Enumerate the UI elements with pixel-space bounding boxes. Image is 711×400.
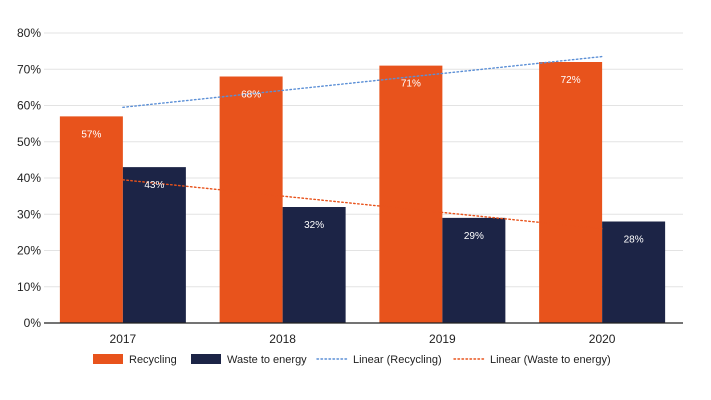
data-label: 28%: [624, 235, 644, 246]
legend-label: Waste to energy: [227, 354, 307, 366]
data-label: 68%: [241, 90, 261, 101]
data-labels: 57% 43% 68% 32% 71% 29% 72% 28%: [81, 75, 643, 246]
legend-linear-recycling: Linear (Recycling): [316, 354, 442, 366]
waste-to-energy-bar: [122, 167, 186, 323]
data-label: 72%: [561, 75, 581, 86]
recycling-bar: [59, 116, 123, 323]
bars: [59, 62, 666, 323]
trendlines: [122, 55, 603, 230]
recycling-bar: [379, 65, 443, 323]
y-axis-ticks: 0% 10% 20% 30% 40% 50% 60% 70% 80%: [17, 26, 41, 330]
recycling-bar: [219, 76, 283, 323]
y-tick-label: 40%: [17, 171, 41, 185]
waste-to-energy-bar: [442, 217, 506, 323]
y-tick-label: 80%: [17, 26, 41, 40]
data-label: 29%: [464, 231, 484, 242]
y-tick-label: 10%: [17, 280, 41, 294]
waste-to-energy-bar: [602, 221, 666, 323]
x-axis-ticks: 2017 2018 2019 2020: [110, 332, 616, 346]
y-tick-label: 30%: [17, 207, 41, 221]
y-tick-label: 20%: [17, 244, 41, 258]
x-tick-label: 2017: [110, 332, 137, 346]
data-label: 43%: [144, 180, 164, 191]
data-label: 71%: [401, 79, 421, 90]
x-tick-label: 2020: [589, 332, 616, 346]
trendline-recycling: [122, 55, 603, 109]
data-label: 32%: [304, 220, 324, 231]
legend-swatch: [93, 354, 123, 364]
legend-swatch: [191, 354, 221, 364]
y-tick-label: 60%: [17, 99, 41, 113]
y-tick-label: 50%: [17, 135, 41, 149]
legend-label: Linear (Recycling): [353, 354, 442, 366]
x-tick-label: 2019: [429, 332, 456, 346]
y-tick-label: 0%: [24, 316, 42, 330]
y-tick-label: 70%: [17, 62, 41, 76]
legend: Recycling Waste to energy Linear (Recyclin…: [93, 354, 611, 366]
data-label: 57%: [81, 129, 101, 140]
x-tick-label: 2018: [269, 332, 296, 346]
legend-waste-to-energy: Waste to energy: [191, 354, 307, 366]
waste-to-energy-bar: [282, 207, 346, 323]
legend-label: Linear (Waste to energy): [490, 354, 611, 366]
trendline-waste-to-energy: [122, 179, 603, 230]
legend-label: Recycling: [129, 354, 177, 366]
recycling-bar: [539, 62, 603, 323]
legend-recycling: Recycling: [93, 354, 177, 366]
legend-linear-waste-to-energy: Linear (Waste to energy): [453, 354, 611, 366]
